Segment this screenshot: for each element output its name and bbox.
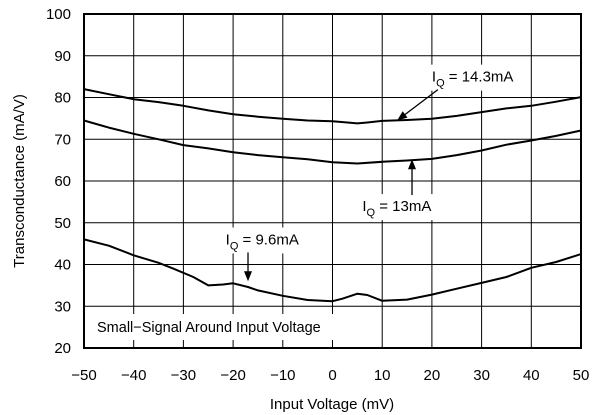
series-labels: IQ = 14.3mA IQ = 13mA IQ = 9.6mA [221,64,518,282]
series-line [83,119,582,165]
y-axis-label: Transconductance (mA/V) [11,94,28,268]
series-label: IQ = 14.3mA [432,69,514,90]
x-tick-label: 50 [573,367,590,384]
series-label-bg [427,64,518,91]
x-tick-label: 40 [523,367,540,384]
plot-frame [83,13,582,349]
series-label-bg [358,194,436,221]
series-label-bg [221,227,303,254]
label-arrow-head [408,159,417,170]
x-tick-label: 10 [374,367,391,384]
label-arrow-line [401,89,439,118]
x-tick-label: −50 [71,367,96,384]
plot-series [83,88,582,303]
x-tick-label: 0 [328,367,336,384]
label-arrow-head [244,271,253,282]
tick-labels: −50 −40 −30 −20 −10 0 10 20 30 40 50 20 30 40 50 60 70 80… [46,6,589,384]
series-line [83,238,582,303]
series-label: IQ = 9.6mA [226,231,299,252]
x-axis-label: Input Voltage (mV) [270,396,394,413]
series-label: IQ = 13mA [362,198,431,219]
y-tick-label: 50 [54,215,71,232]
grid-lines [83,13,582,349]
y-tick-label: 60 [54,173,71,190]
x-tick-label: −40 [121,367,146,384]
y-tick-label: 20 [54,340,71,357]
x-tick-label: −10 [270,367,295,384]
annotation-box [90,314,334,340]
annotation-text: Small−Signal Around Input Voltage [97,320,321,336]
label-arrow-head [397,111,408,121]
y-tick-label: 40 [54,257,71,274]
series-line [83,88,582,125]
y-tick-label: 70 [54,131,71,148]
y-tick-label: 30 [54,298,71,315]
y-tick-label: 100 [46,6,71,23]
x-tick-label: 20 [424,367,441,384]
x-tick-label: −30 [171,367,196,384]
y-tick-label: 90 [54,48,71,65]
x-tick-label: 30 [473,367,490,384]
x-tick-label: −20 [220,367,245,384]
y-tick-label: 80 [54,90,71,107]
